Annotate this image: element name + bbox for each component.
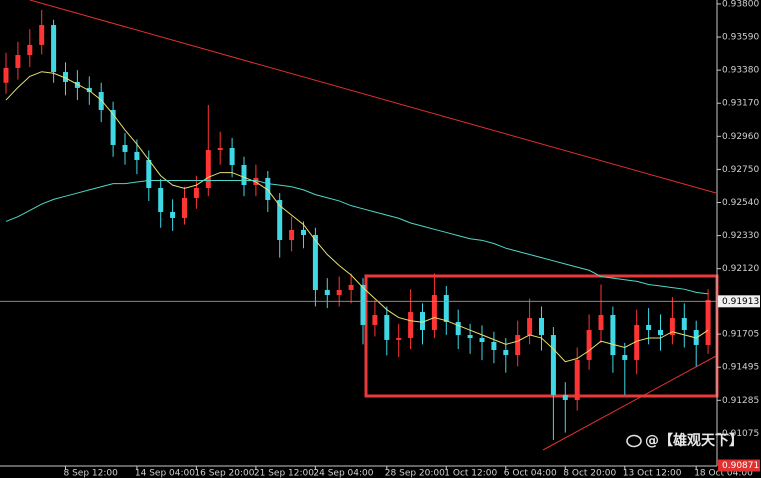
candle-body (443, 295, 449, 322)
candle-body (408, 312, 414, 339)
candle-body (217, 147, 223, 151)
moving-average (5, 71, 709, 363)
y-tick-label: 0.91285 (722, 396, 759, 406)
candle-body (705, 300, 711, 345)
candle-body (550, 335, 556, 395)
y-tick-label: 0.92960 (722, 132, 759, 142)
x-tick-label: 8 Oct 20:00 (563, 469, 616, 478)
candle-body (277, 199, 283, 241)
watermark-text: @【雄观天下】 (645, 432, 743, 449)
candle-body (265, 177, 271, 200)
x-tick-label: 6 Oct 04:00 (504, 469, 557, 478)
candle-body (360, 284, 366, 325)
candle-body (74, 81, 80, 88)
weibo-icon (626, 434, 642, 448)
candle-body (15, 54, 21, 68)
y-tick-label: 0.93590 (722, 33, 759, 43)
candle-body (312, 234, 318, 290)
trend-line (542, 355, 717, 451)
candle-body (539, 318, 544, 336)
candle-body (681, 318, 687, 330)
candle-body (170, 211, 176, 218)
candle-body (515, 335, 521, 356)
x-tick-label: 1 Oct 12:00 (444, 469, 497, 478)
candle-body (98, 92, 104, 110)
candle-body (289, 229, 295, 241)
candle-body (527, 318, 533, 336)
candle-body (467, 335, 473, 339)
y-tick-label: 0.92330 (722, 231, 759, 241)
candle-body (182, 197, 187, 218)
low-marker-label: 0.90871 (722, 461, 759, 471)
y-tick-label: 0.91705 (722, 330, 759, 340)
candle-body (431, 295, 437, 330)
candle-body (51, 25, 57, 73)
candle-body (598, 315, 604, 330)
moving-average (5, 179, 709, 295)
x-tick-label: 16 Sep 20:00 (194, 469, 254, 478)
y-tick-label: 0.93380 (722, 66, 759, 76)
candle-body (622, 355, 628, 360)
candle-body (658, 329, 663, 336)
candle-body (86, 87, 92, 93)
current-price-label: 0.91913 (722, 297, 759, 307)
x-tick-label: 8 Sep 12:00 (64, 469, 119, 478)
y-tick-label: 0.91075 (722, 429, 759, 439)
candle-body (420, 312, 425, 330)
candle-body (229, 147, 235, 165)
candle-body (646, 324, 652, 330)
candle-body (241, 164, 247, 186)
candle-body (384, 315, 390, 340)
x-tick-label: 24 Sep 04:00 (313, 469, 373, 478)
current-price-box (718, 295, 760, 308)
candle-body (491, 341, 497, 351)
candle-body (110, 109, 116, 145)
candle-body (348, 284, 354, 290)
candle-body (146, 159, 152, 189)
x-tick-label: 18 Oct 04:00 (694, 469, 753, 478)
candle-body (372, 315, 378, 325)
trend-line (29, 0, 717, 194)
candle-body (3, 67, 9, 83)
candle-body (562, 394, 568, 400)
candle-body (669, 318, 675, 336)
candle-body (336, 289, 342, 296)
y-tick-label: 0.92120 (722, 264, 759, 274)
candle-body (455, 321, 461, 336)
candle-body (610, 315, 616, 356)
low-marker-box (718, 459, 760, 472)
y-tick-label: 0.92540 (722, 198, 759, 208)
candle-body (574, 359, 580, 400)
candle-body (39, 25, 45, 45)
candle-body (479, 338, 485, 342)
y-tick-label: 0.91495 (722, 363, 759, 373)
x-tick-label: 13 Oct 12:00 (623, 469, 682, 478)
candle-body (253, 177, 259, 186)
watermark: @【雄观天下】 (626, 432, 743, 449)
candle-body (503, 350, 509, 356)
candle-body (396, 338, 402, 340)
candle-body (301, 229, 306, 235)
y-tick-label: 0.93170 (722, 99, 759, 109)
candle-body (122, 144, 128, 152)
candle-body (27, 44, 33, 55)
x-tick-label: 21 Sep 12:00 (254, 469, 314, 478)
candle-body (205, 150, 211, 189)
x-tick-label: 28 Sep 20:00 (385, 469, 445, 478)
candle-body (193, 188, 199, 198)
y-tick-label: 0.92750 (722, 165, 759, 175)
x-tick-label: 14 Sep 04:00 (135, 469, 195, 478)
candle-body (158, 188, 164, 212)
candle-body (634, 324, 640, 360)
candle-body (134, 151, 140, 160)
candle-body (586, 329, 592, 360)
candle-body (324, 289, 330, 296)
y-tick-label: 0.93800 (722, 0, 759, 9)
candle-body (63, 72, 68, 82)
